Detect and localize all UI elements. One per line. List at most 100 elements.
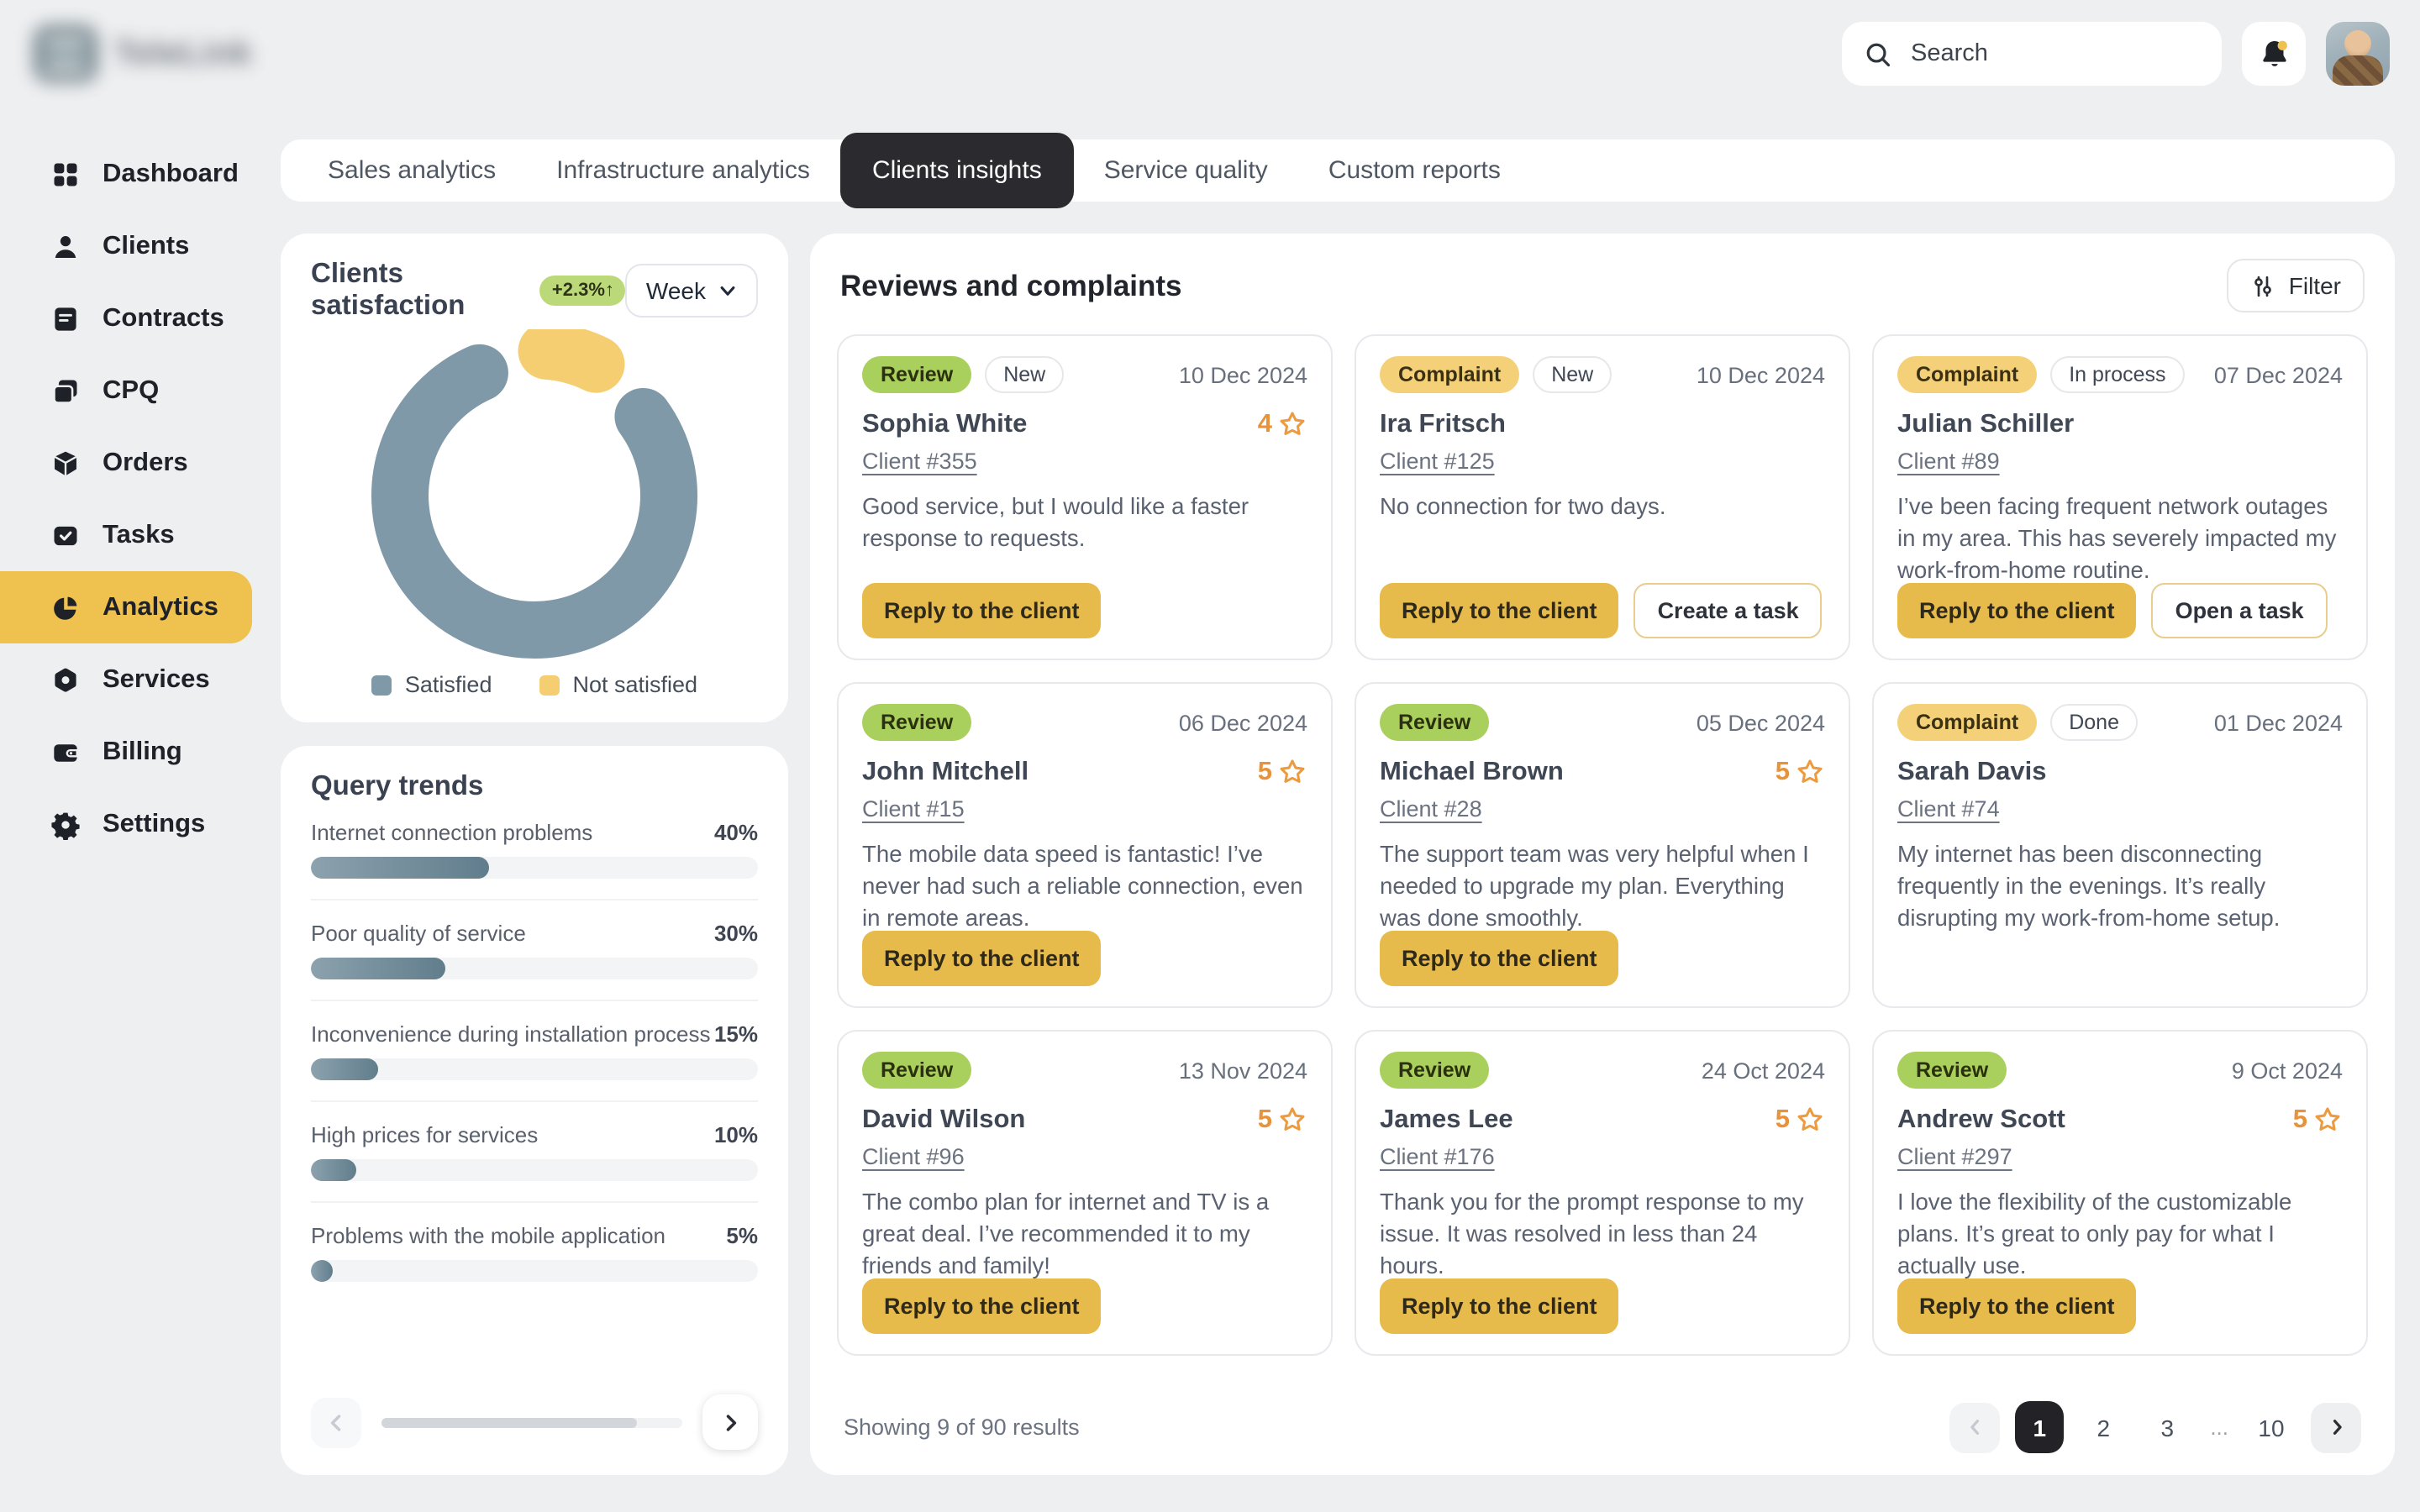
trend-label: Inconvenience during installation proces… [311,1021,711,1047]
client-name: Andrew Scott [1897,1105,2065,1134]
sidebar-item-label: Contracts [103,303,224,332]
satisfaction-title: Clients satisfaction [311,259,466,321]
satisfaction-delta-badge: +2.3%↑ [539,276,626,306]
carousel-prev-button[interactable] [311,1397,361,1447]
reply-to-client-button[interactable]: Reply to the client [1897,1278,2137,1334]
sidebar-item-dashboard[interactable]: Dashboard [0,138,252,210]
topbar-actions [1842,22,2390,86]
trend-row-header: Inconvenience during installation proces… [311,1021,758,1047]
trend-label: Internet connection problems [311,820,593,845]
sidebar-item-tasks[interactable]: Tasks [0,499,252,571]
sidebar-item-label: Orders [103,448,188,476]
sidebar-item-orders[interactable]: Orders [0,427,252,499]
task-button[interactable]: Open a task [2151,583,2328,638]
pagination-page-3[interactable]: 3 [2143,1401,2191,1453]
sidebar-item-settings[interactable]: Settings [0,788,252,860]
trend-row: Inconvenience during installation proces… [311,1021,758,1080]
carousel-scroll-handle[interactable] [381,1417,638,1427]
sidebar-item-analytics[interactable]: Analytics [0,571,252,643]
sidebar-item-label: Dashboard [103,159,239,187]
card-date: 24 Oct 2024 [1701,1058,1825,1083]
search-input[interactable] [1907,39,2200,69]
filter-button[interactable]: Filter [2226,259,2365,312]
reply-to-client-button[interactable]: Reply to the client [862,931,1102,986]
trend-value: 5% [726,1223,758,1248]
card-date: 05 Dec 2024 [1696,710,1825,735]
sidebar-item-billing[interactable]: Billing [0,716,252,788]
left-column: Clients satisfaction +2.3%↑ Week [281,234,788,1475]
client-id-link[interactable]: Client #176 [1380,1144,1495,1169]
card-date: 07 Dec 2024 [2213,362,2343,387]
search-box[interactable] [1842,22,2222,86]
reply-to-client-button[interactable]: Reply to the client [1380,1278,1619,1334]
card-name-row: John Mitchell 5 [862,758,1307,788]
client-name: Michael Brown [1380,758,1564,786]
star-icon [1795,758,1825,788]
sidebar-item-label: Tasks [103,520,175,549]
card-actions: Reply to the client [1380,1278,1619,1334]
pagination-page-2[interactable]: 2 [2079,1401,2128,1453]
tab-service-quality[interactable]: Service quality [1074,139,1298,202]
client-name: Sarah Davis [1897,758,2047,786]
tab-sales-analytics[interactable]: Sales analytics [297,139,526,202]
user-avatar[interactable] [2326,22,2390,86]
rating-value: 5 [1257,758,1272,786]
card-badges-row: Review New 10 Dec 2024 [862,356,1307,393]
top-bar: TeleLink [0,0,2420,108]
star-icon [1277,1105,1307,1136]
tab-custom-reports[interactable]: Custom reports [1298,139,1531,202]
pagination-next-button[interactable] [2311,1402,2361,1452]
reply-to-client-button[interactable]: Reply to the client [862,1278,1102,1334]
pagination-page-1[interactable]: 1 [2015,1401,2065,1453]
reply-to-client-button[interactable]: Reply to the client [1380,931,1619,986]
client-id-link[interactable]: Client #28 [1380,796,1482,822]
card-actions: Reply to the client [862,1278,1102,1334]
settings-gear-icon [50,809,81,839]
trend-row-header: Problems with the mobile application 5% [311,1223,758,1248]
client-id-link[interactable]: Client #15 [862,796,965,822]
review-text: The support team was very helpful when I… [1380,842,1809,932]
sidebar-item-services[interactable]: Services [0,643,252,716]
client-id-link[interactable]: Client #297 [1897,1144,2012,1169]
period-dropdown[interactable]: Week [625,264,758,318]
reply-to-client-button[interactable]: Reply to the client [1897,583,2137,638]
card-badges-row: Review 13 Nov 2024 [862,1052,1307,1089]
client-id-link[interactable]: Client #89 [1897,449,2000,474]
carousel-scrollbar[interactable] [381,1417,682,1427]
content-row: Clients satisfaction +2.3%↑ Week [281,234,2395,1475]
trend-row: Poor quality of service 30% [311,921,758,979]
tab-infrastructure-analytics[interactable]: Infrastructure analytics [526,139,840,202]
card-date: 01 Dec 2024 [2213,710,2343,735]
legend-swatch [371,675,392,695]
client-id-link[interactable]: Client #355 [862,449,977,474]
card-name-row: Sarah Davis [1897,758,2343,788]
tab-clients-insights[interactable]: Clients insights [839,133,1074,208]
trend-bar-fill [311,958,445,979]
review-text: No connection for two days. [1380,494,1666,519]
notifications-button[interactable] [2242,22,2306,86]
user-icon [50,231,81,261]
carousel-next-button[interactable] [702,1394,758,1450]
star-icon [1277,758,1307,788]
review-text: The combo plan for internet and TV is a … [862,1189,1270,1279]
review-text: Good service, but I would like a faster … [862,494,1249,552]
sidebar-item-cpq[interactable]: CPQ [0,354,252,427]
reply-to-client-button[interactable]: Reply to the client [862,583,1102,638]
reply-to-client-button[interactable]: Reply to the client [1380,583,1619,638]
chevron-down-icon [718,281,738,301]
review-card: Review 9 Oct 2024 Andrew Scott 5 Client #297… [1872,1030,2368,1356]
sidebar-item-clients[interactable]: Clients [0,210,252,282]
rating: 5 [2293,1105,2343,1136]
client-id-link[interactable]: Client #125 [1380,449,1495,474]
task-button[interactable]: Create a task [1634,583,1823,638]
pagination-ellipsis: ... [2210,1415,2228,1440]
card-actions: Reply to the client [862,583,1102,638]
sidebar-item-contracts[interactable]: Contracts [0,282,252,354]
card-actions: Reply to the client Open a task [1897,583,2328,638]
client-id-link[interactable]: Client #96 [862,1144,965,1169]
pagination-prev-button[interactable] [1949,1402,2001,1452]
trend-label: Poor quality of service [311,921,526,946]
client-id-link[interactable]: Client #74 [1897,796,2000,822]
rating: 5 [1258,758,1307,788]
pagination-page-10[interactable]: 10 [2247,1401,2296,1453]
